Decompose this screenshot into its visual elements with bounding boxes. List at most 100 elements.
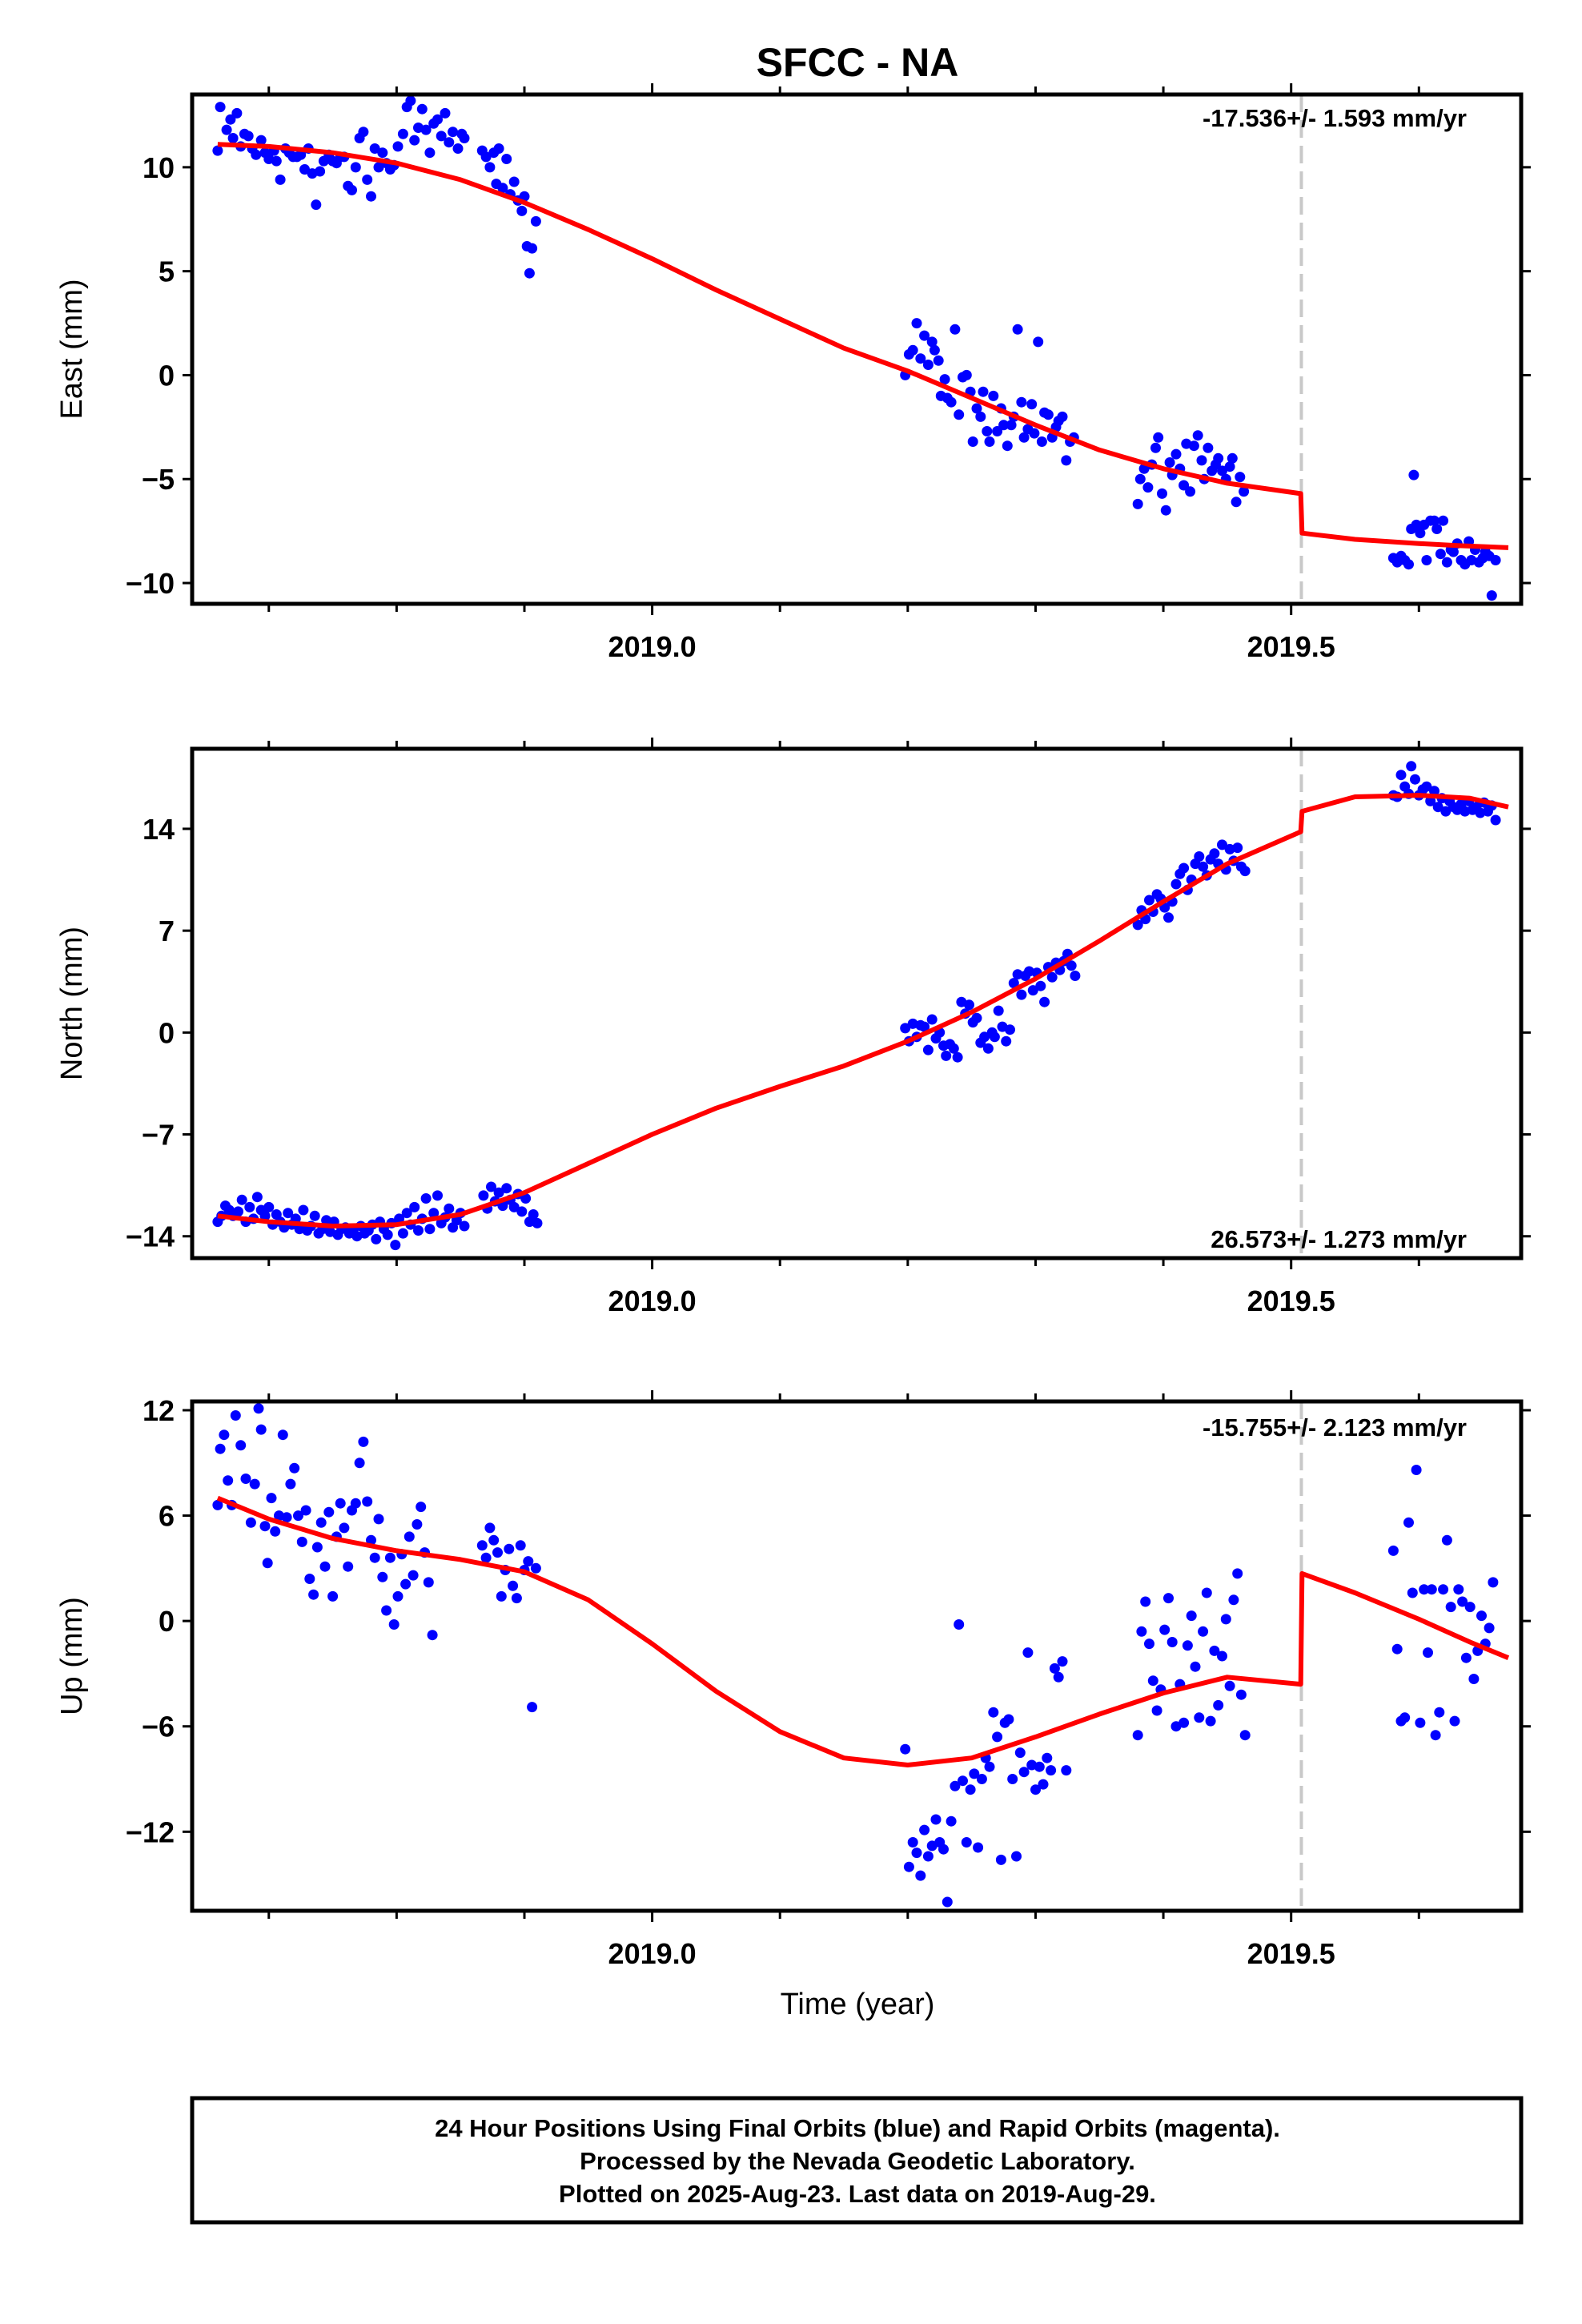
north-data-point [520,1193,532,1204]
up-data-point [223,1475,234,1486]
east-data-point [231,107,243,119]
up-data-point [1438,1584,1449,1595]
north-data-point [993,1005,1004,1016]
north-data-point [1232,842,1243,854]
up-data-point [377,1571,388,1582]
up-data-point [293,1510,303,1522]
north-data-point [1224,843,1235,854]
north-data-point [283,1208,294,1219]
north-plot-frame [190,746,1524,1261]
north-data-point [478,1190,489,1201]
up-data-point [1034,1761,1045,1772]
up-data-point [339,1522,350,1534]
east-data-points [212,95,1501,601]
up-data-point [527,1702,538,1713]
up-data-point [930,1814,942,1825]
up-data-point [262,1558,273,1569]
up-data-point [1144,1638,1154,1650]
east-data-point [922,360,934,370]
north-data-point [409,1201,420,1212]
east-data-point [362,174,373,185]
up-data-point [504,1543,515,1554]
east-data-point [1164,457,1175,468]
north-data-point [1178,862,1190,874]
north-data-point [401,1208,412,1219]
north-data-point [1008,978,1019,989]
east-data-point [436,131,447,142]
up-data-point [311,1542,323,1553]
up-data-point [976,1774,987,1784]
north-data-point [294,1224,305,1235]
north-data-point [493,1187,504,1198]
up-data-point [408,1570,419,1581]
north-data-point [233,1206,243,1217]
up-data-point [315,1517,327,1528]
up-data-point [1046,1765,1057,1776]
up-data-point [327,1590,339,1602]
up-data-point [1217,1651,1227,1662]
north-data-point [1194,851,1205,862]
north-data-point [371,1233,382,1244]
north-data-point [236,1194,247,1205]
up-data-point [1228,1594,1239,1606]
up-data-point [1011,1851,1022,1862]
up-y-axis-label: Up (mm) [55,1597,89,1715]
east-ytick-label: −10 [126,567,175,600]
east-data-point [424,147,436,159]
east-data-point [1012,324,1023,335]
east-ytick-label: 0 [159,359,175,392]
up-data-point [427,1630,438,1641]
up-data-point [1419,1584,1430,1595]
north-data-point [1170,879,1182,890]
north-data-point [244,1201,255,1212]
up-data-point [1430,1730,1441,1741]
east-panel: 10 5 0 −5 −10 2019.0 2019.5 East (mm) -17.536+/-… [55,83,1531,663]
east-data-point [1415,528,1426,539]
east-data-point [1441,557,1452,568]
up-ytick-label: 0 [159,1605,175,1638]
east-data-point [1029,428,1040,439]
east-data-point [1217,465,1227,476]
up-data-point [900,1743,911,1755]
north-data-point [979,1031,990,1043]
east-data-point [311,199,322,211]
east-data-point [919,330,930,341]
east-data-point [971,403,982,414]
up-data-point [212,1499,223,1510]
up-data-point [219,1429,230,1441]
up-data-point [416,1502,427,1513]
footer-line-2: Processed by the Nevada Geodetic Laborat… [580,2147,1135,2175]
north-data-point [1012,969,1023,980]
east-ytick-label: 5 [159,255,175,288]
up-data-point [362,1496,373,1507]
east-ytick-label: 10 [143,151,175,184]
up-ytick-label: 12 [143,1394,175,1427]
north-data-point [1027,985,1038,996]
north-data-point [1163,912,1174,923]
north-data-point [1209,848,1220,859]
up-data-point [255,1424,267,1435]
east-data-point [350,162,361,173]
north-data-point [1425,795,1436,806]
north-data-point [1046,971,1058,983]
up-data-point [515,1540,526,1551]
east-data-point [939,374,950,385]
up-data-point [335,1498,346,1509]
east-data-point [315,166,326,177]
up-data-point [412,1519,423,1530]
up-rate-label: -15.755+/- 2.123 mm/yr [1203,1413,1467,1441]
up-data-point [1201,1587,1212,1598]
north-panel: 14 7 0 −7 −14 2019.0 2019.5 North (mm) 26.573+/-… [55,738,1531,1317]
east-data-point [1192,430,1203,441]
up-data-point [1407,1587,1418,1598]
up-data-point [958,1775,968,1787]
east-data-point [227,133,239,143]
north-data-point [259,1210,271,1221]
east-data-point [440,107,451,119]
up-data-point [319,1561,331,1572]
north-data-point [971,1012,982,1023]
east-data-point [1061,455,1072,466]
east-data-point [1188,440,1199,452]
east-data-point [1170,448,1182,460]
up-data-point [1030,1784,1041,1795]
